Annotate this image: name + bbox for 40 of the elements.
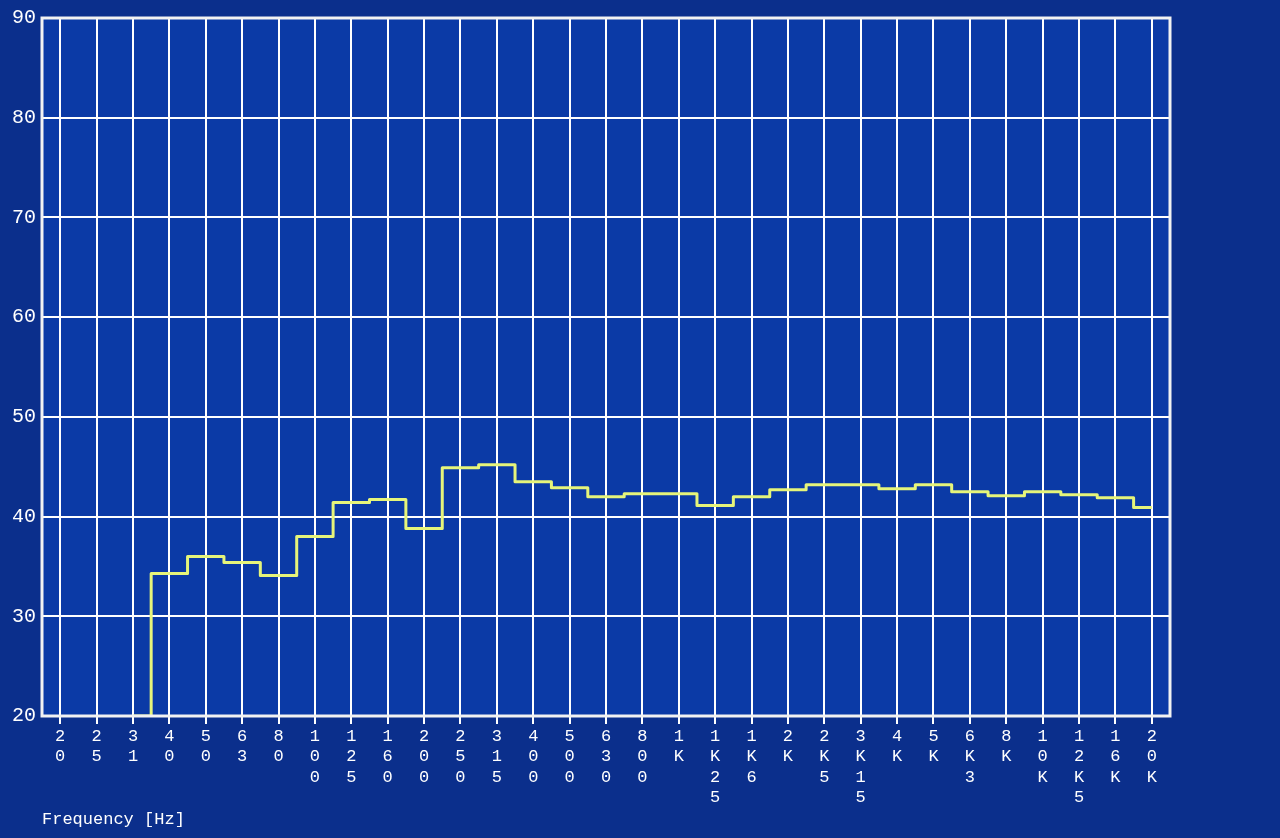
x-tick-label: 1K25 [710,726,722,807]
y-tick-label: 40 [11,504,36,528]
x-tick-label: 1K [673,726,685,767]
x-tick-label: 16K [1110,726,1122,787]
x-tick-label: 25 [91,726,102,767]
x-tick-label: 315 [491,726,502,787]
x-tick-label: 2K5 [819,726,831,787]
x-tick-label: 800 [637,726,648,787]
x-tick-label: 1K6 [746,726,758,787]
x-tick-label: 5K [928,726,940,767]
x-tick-label: 125 [346,726,357,787]
x-tick-label: 31 [127,726,139,767]
y-tick-label: 80 [11,106,36,130]
x-tick-label: 10K [1037,726,1049,787]
x-tick-label: 2K [782,726,794,767]
x-tick-label: 40 [164,726,175,767]
x-tick-label: 12K5 [1073,726,1085,807]
x-tick-label: 160 [382,726,393,787]
x-axis-title: Frequency [Hz] [42,810,185,830]
x-tick-label: 6K3 [964,726,976,787]
x-tick-label: 250 [455,726,466,787]
x-tick-label: 8K [1001,726,1013,767]
x-tick-label: 200 [418,726,430,787]
x-tick-label: 63 [237,726,248,767]
x-tick-label: 20K [1146,726,1158,787]
y-tick-label: 30 [11,604,36,628]
x-tick-label: 500 [564,726,575,787]
x-tick-label: 400 [528,726,539,787]
y-tick-label: 20 [11,704,36,728]
x-tick-label: 100 [309,726,321,787]
y-tick-label: 60 [11,305,36,329]
y-tick-label: 50 [11,405,36,429]
x-tick-label: 630 [600,726,612,787]
x-tick-label: 50 [200,726,211,767]
y-tick-label: 70 [11,205,36,229]
x-tick-label: 4K [892,726,903,767]
x-tick-label: 3K15 [855,726,867,807]
x-tick-label: 80 [273,726,284,767]
x-tick-label: 20 [55,726,66,767]
y-tick-label: 90 [11,6,36,30]
